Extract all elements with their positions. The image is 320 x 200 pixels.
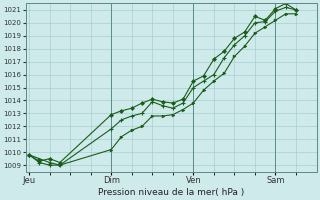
X-axis label: Pression niveau de la mer( hPa ): Pression niveau de la mer( hPa ) <box>98 188 244 197</box>
